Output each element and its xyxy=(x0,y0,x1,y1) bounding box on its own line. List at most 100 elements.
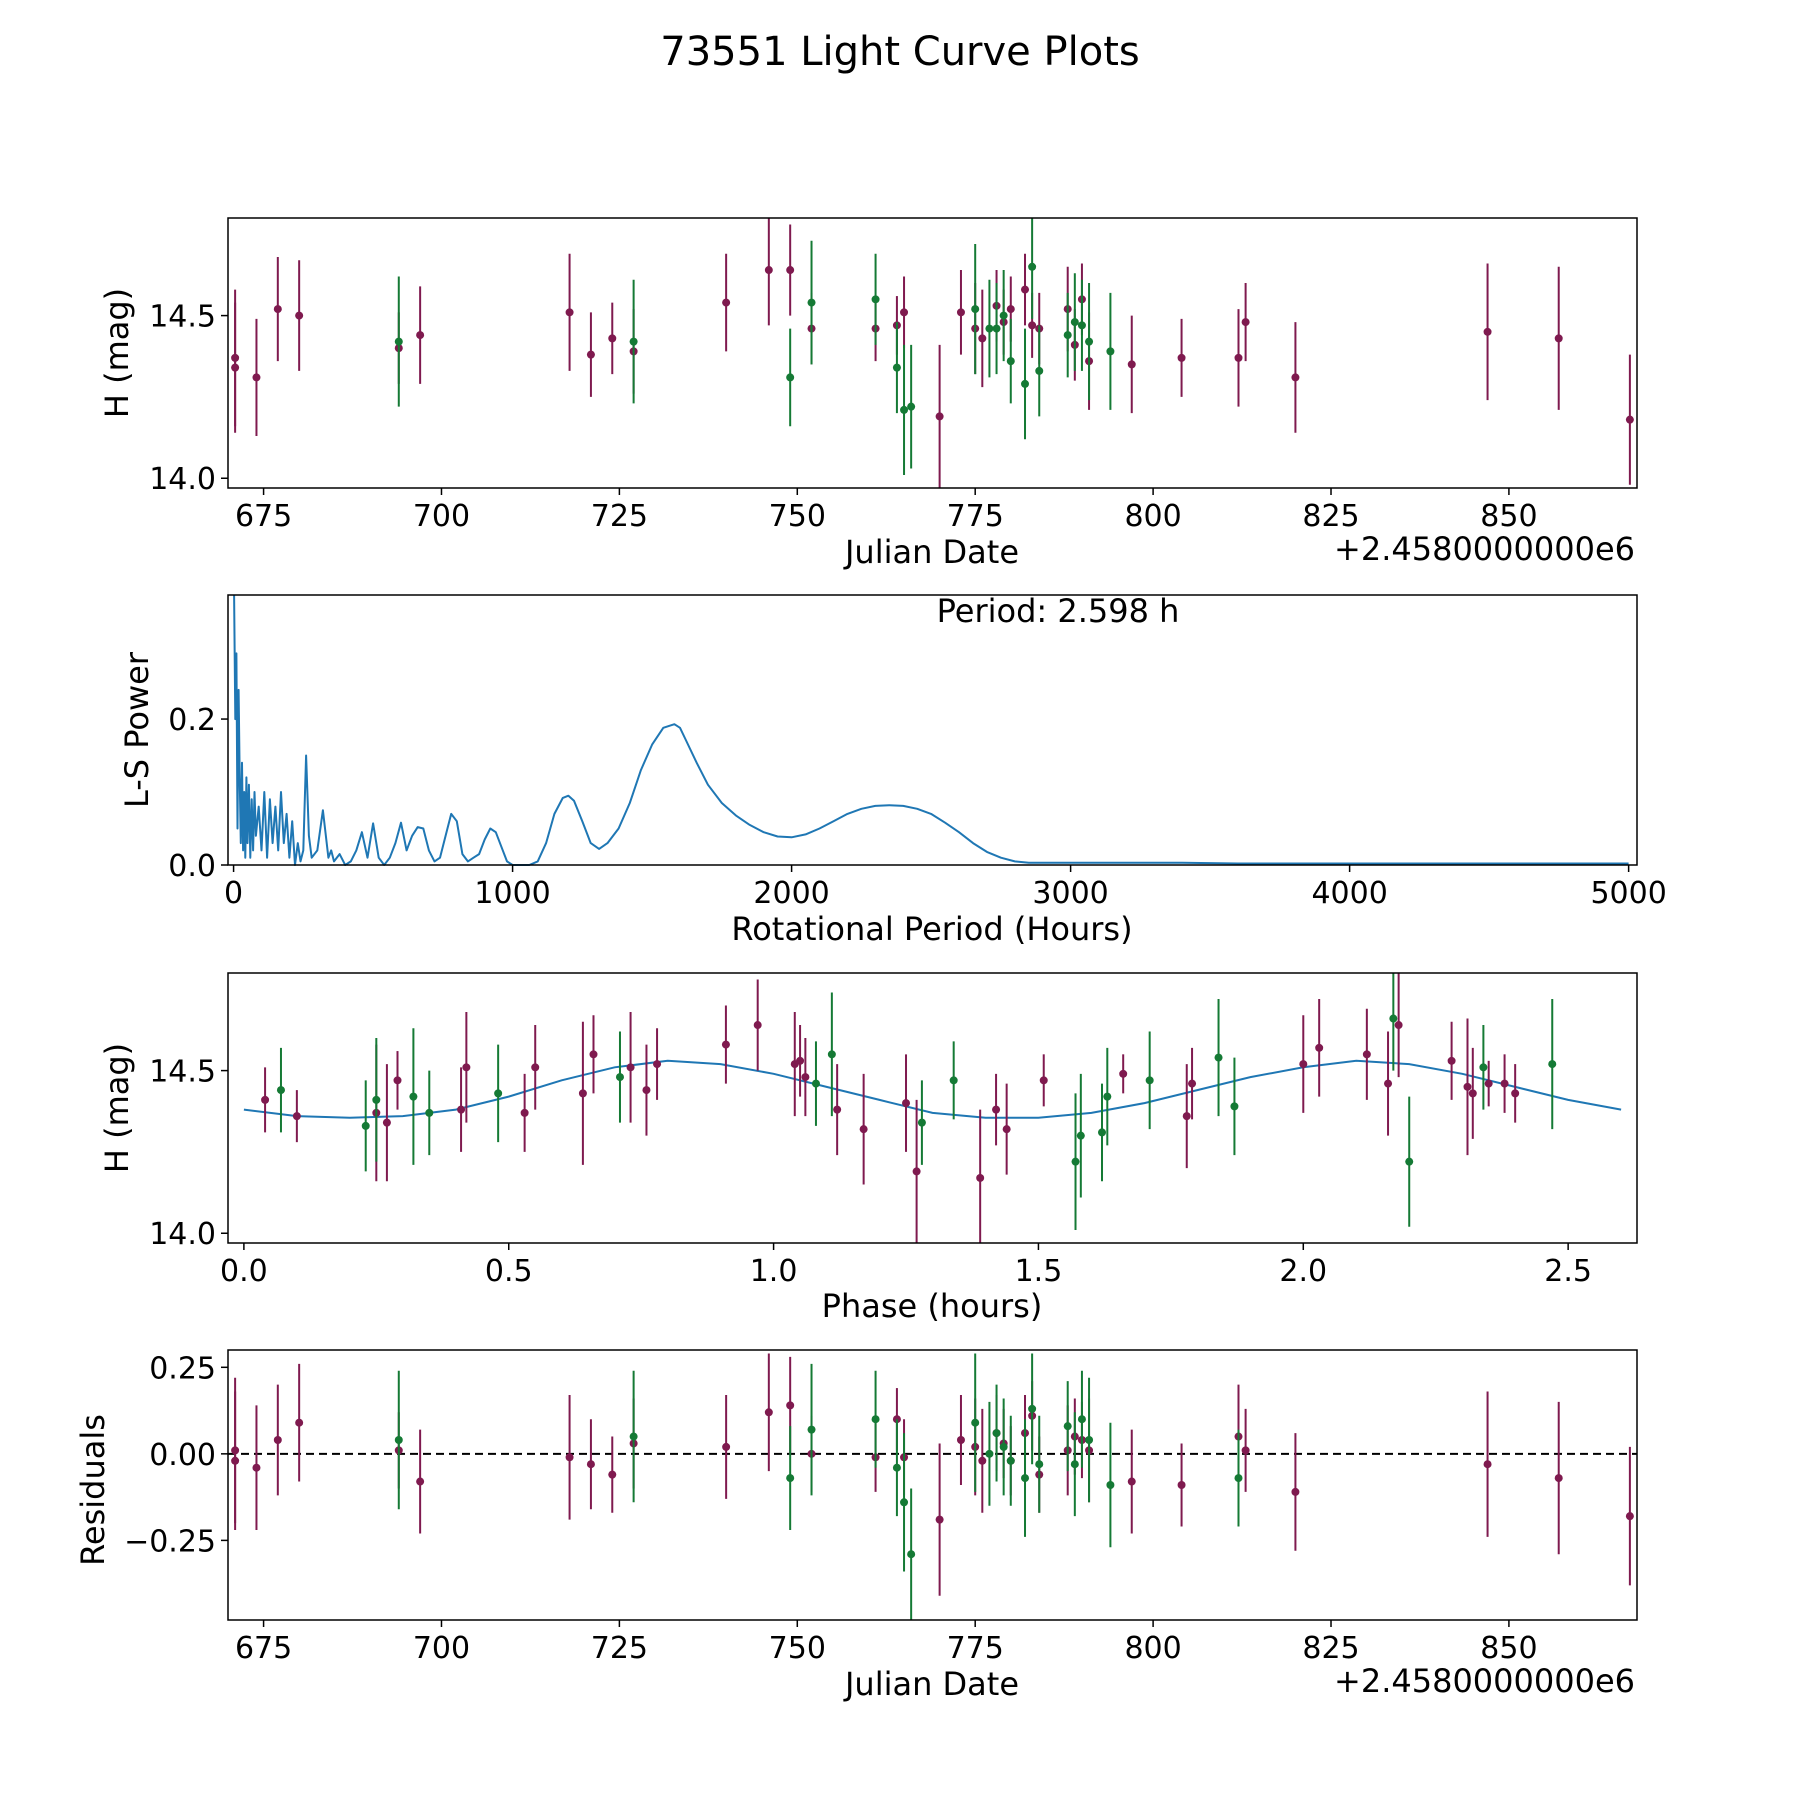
point-marker xyxy=(292,1112,301,1121)
point-marker xyxy=(1103,1092,1112,1101)
point-marker xyxy=(653,1060,662,1069)
point-marker xyxy=(1483,327,1492,336)
point-marker xyxy=(1028,1404,1037,1413)
figure-title: 73551 Light Curve Plots xyxy=(660,29,1139,75)
data-point-filter-r xyxy=(586,312,595,397)
point-marker xyxy=(976,1173,985,1182)
point-marker xyxy=(1468,1089,1477,1098)
point-marker xyxy=(786,266,795,275)
data-point-filter-g xyxy=(1234,1429,1243,1527)
data-point-filter-g xyxy=(807,1363,816,1496)
point-marker xyxy=(833,1105,842,1114)
data-point-filter-r xyxy=(252,318,261,436)
data-point-filter-r xyxy=(721,1005,730,1084)
lightcurve-marks xyxy=(231,218,1634,488)
data-point-filter-r xyxy=(586,1419,595,1510)
point-marker xyxy=(416,331,425,340)
data-point-filter-r xyxy=(833,1064,842,1156)
point-marker xyxy=(1127,1477,1136,1486)
point-marker xyxy=(1177,1481,1186,1489)
data-point-filter-g xyxy=(1028,1353,1037,1465)
panel-phased: 0.0 0.5 1.0 1.5 2.0 2.5 14.0 14.5 Phase (hours)… xyxy=(98,972,1638,1325)
point-marker xyxy=(999,311,1008,320)
point-marker xyxy=(1182,1112,1191,1121)
data-point-filter-g xyxy=(786,328,795,427)
point-marker xyxy=(786,1401,795,1410)
point-marker xyxy=(917,1118,926,1127)
point-marker xyxy=(1625,415,1634,424)
point-marker xyxy=(1234,1474,1243,1483)
residuals-offset-label: +2.4580000000e6 xyxy=(1334,1662,1635,1700)
point-marker xyxy=(935,1515,944,1524)
point-marker xyxy=(871,1415,880,1424)
data-point-filter-r xyxy=(1177,318,1186,397)
panel-periodogram: 0 1000 2000 3000 4000 5000 0.0 0.2 Period: 2.59… xyxy=(118,592,1667,948)
x-tick-label: 0.0 xyxy=(220,1254,268,1289)
point-marker xyxy=(382,1118,391,1127)
point-marker xyxy=(1500,1079,1509,1088)
ls-power-line xyxy=(233,594,1629,866)
phased-marks xyxy=(243,973,1622,1243)
residuals-xlabel: Julian Date xyxy=(843,1665,1019,1703)
x-tick-label: 750 xyxy=(769,499,826,534)
point-marker xyxy=(1021,285,1030,294)
fit-curve-line xyxy=(243,1059,1622,1119)
data-point-filter-r xyxy=(900,276,909,349)
residuals-axes: 675 700 725 750 775 800 825 850 0.25 0.00 −0.25 xyxy=(124,1351,1537,1666)
point-marker xyxy=(1394,1021,1403,1030)
point-marker xyxy=(565,308,574,317)
x-tick-label: 800 xyxy=(1124,1631,1181,1666)
data-point-filter-g xyxy=(1021,328,1030,440)
data-point-filter-r xyxy=(457,1067,466,1152)
point-marker xyxy=(1230,1102,1239,1111)
point-marker xyxy=(1291,1487,1300,1496)
data-point-filter-r xyxy=(722,253,731,352)
data-point-filter-r xyxy=(1291,1433,1300,1551)
data-point-filter-r xyxy=(859,1073,868,1185)
point-marker xyxy=(1021,379,1030,388)
y-tick-label: 14.5 xyxy=(149,1055,216,1090)
data-point-filter-g xyxy=(394,276,403,407)
point-marker xyxy=(1625,1512,1634,1521)
point-marker xyxy=(1028,321,1037,330)
data-point-filter-g xyxy=(1035,1415,1044,1513)
point-marker xyxy=(796,1056,805,1065)
x-tick-label: 725 xyxy=(591,499,648,534)
point-marker xyxy=(494,1089,503,1098)
point-marker xyxy=(999,1442,1008,1451)
data-point-filter-r xyxy=(753,979,762,1071)
x-tick-label: 775 xyxy=(947,499,1004,534)
data-point-filter-g xyxy=(786,1426,795,1530)
data-point-filter-r xyxy=(565,253,574,371)
lightcurve-xlabel: Julian Date xyxy=(843,533,1019,571)
data-point-filter-r xyxy=(393,1051,402,1110)
periodogram-ylabel: L-S Power xyxy=(118,651,156,808)
x-tick-label: 675 xyxy=(235,499,292,534)
point-marker xyxy=(1511,1089,1520,1098)
data-point-filter-r xyxy=(273,1384,282,1496)
data-point-filter-g xyxy=(394,1370,403,1510)
point-marker xyxy=(1188,1079,1197,1088)
x-tick-label: 825 xyxy=(1302,1631,1359,1666)
point-marker xyxy=(252,1463,261,1472)
residuals-frame xyxy=(227,1349,1638,1621)
point-marker xyxy=(1106,1481,1115,1489)
point-marker xyxy=(935,412,944,421)
point-marker xyxy=(273,1436,282,1444)
data-point-filter-r xyxy=(1625,354,1634,485)
lightcurve-frame xyxy=(227,217,1638,489)
data-point-filter-g xyxy=(811,1041,820,1126)
periodogram-marks xyxy=(233,594,1629,866)
point-marker xyxy=(1106,347,1115,356)
data-point-filter-r xyxy=(589,1015,598,1094)
x-tick-label: 4000 xyxy=(1311,876,1387,911)
point-marker xyxy=(589,1050,598,1059)
point-marker xyxy=(1447,1056,1456,1065)
x-tick-label: 850 xyxy=(1480,1631,1537,1666)
point-marker xyxy=(372,1095,381,1104)
point-marker xyxy=(1384,1079,1393,1088)
data-point-filter-r xyxy=(1463,1018,1472,1156)
y-tick-label: 14.0 xyxy=(149,462,216,497)
x-tick-label: 725 xyxy=(591,1631,648,1666)
point-marker xyxy=(807,298,816,307)
